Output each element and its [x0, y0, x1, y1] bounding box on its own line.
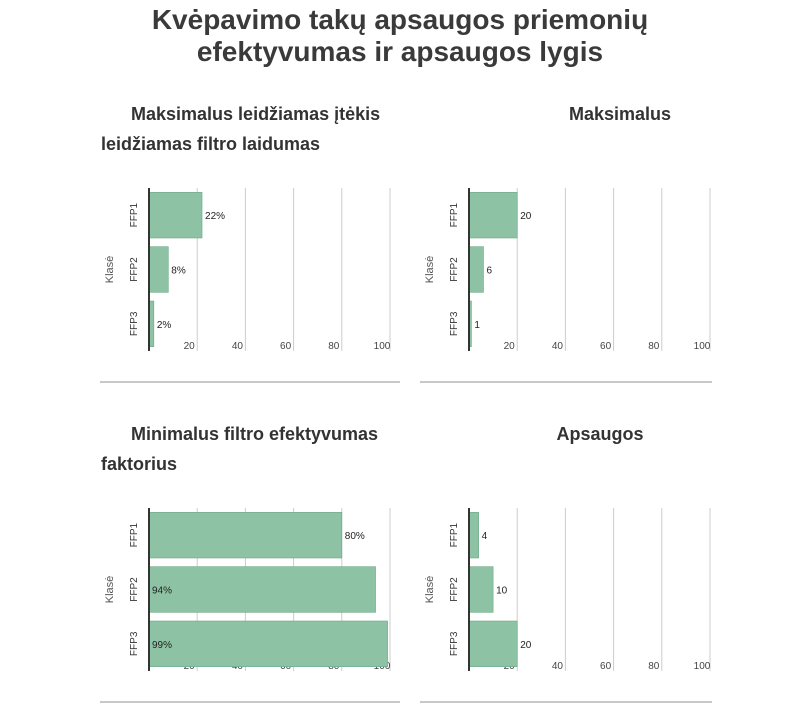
page-title-line-1: Kvėpavimo takų apsaugos priemonių: [151, 4, 649, 35]
category-label: FFP3: [449, 631, 460, 656]
x-tick-label: 80: [328, 341, 340, 352]
divider-right-top: [420, 381, 712, 383]
chart-3-title-line-1: Minimalus filtro efektyvumas: [131, 424, 379, 444]
data-label: 99%: [152, 640, 172, 651]
category-label: FFP1: [129, 203, 140, 228]
x-tick-label: 60: [280, 341, 292, 352]
bar-ffp2: [468, 566, 494, 613]
data-label: 4: [482, 531, 488, 542]
x-tick-label: 20: [504, 341, 516, 352]
bar-ffp1: [468, 192, 518, 239]
x-tick-label: 60: [600, 341, 612, 352]
divider-right-bottom: [420, 701, 712, 703]
y-axis-label: Klasė: [424, 256, 436, 284]
chart-1-title: Maksimalus leidžiamas įtėkis leidžiamas …: [101, 99, 421, 159]
category-label: FFP2: [449, 257, 460, 282]
category-label: FFP1: [449, 523, 460, 548]
bar-ffp1: [148, 512, 343, 559]
divider-left-bottom: [100, 701, 400, 703]
category-label: FFP2: [129, 257, 140, 282]
x-tick-label: 100: [694, 661, 711, 672]
y-axis-label: Klasė: [104, 256, 116, 284]
data-label: 94%: [152, 586, 172, 597]
data-label: 20: [520, 640, 532, 651]
chart-1-max-leakage: Klasė 20 40 60 80 100 FFP1 22% FFP2 8% FFP3 2%: [104, 188, 391, 352]
category-label: FFP1: [129, 523, 140, 548]
bar-ffp2: [148, 246, 169, 293]
category-label: FFP2: [129, 577, 140, 602]
x-tick-label: 40: [552, 341, 564, 352]
page-title-line-2: efektyvumas ir apsaugos lygis: [196, 36, 604, 67]
x-tick-label: 100: [374, 341, 391, 352]
bar-ffp3: [148, 620, 388, 667]
x-tick-label: 80: [648, 341, 660, 352]
bar-ffp2: [148, 566, 376, 613]
chart-2-title: Maksimalus: [520, 99, 720, 129]
data-label: 2%: [157, 320, 172, 331]
bar-ffp1: [468, 512, 479, 559]
chart-2-title-line-1: Maksimalus: [568, 104, 672, 124]
x-tick-label: 40: [552, 661, 564, 672]
chart-4-title: Apsaugos: [500, 419, 700, 449]
x-tick-label: 80: [648, 661, 660, 672]
chart-2-max: Klasė 20 40 60 80 100 FFP1 20 FFP2 6 FFP3 1: [424, 188, 711, 352]
category-label: FFP2: [449, 577, 460, 602]
bar-ffp1: [148, 192, 203, 239]
data-label: 1: [474, 320, 480, 331]
category-label: FFP3: [129, 311, 140, 336]
x-tick-label: 40: [232, 341, 244, 352]
category-label: FFP3: [449, 311, 460, 336]
chart-1-title-line-1: Maksimalus leidžiamas įtėkis: [131, 104, 381, 124]
y-axis-label: Klasė: [104, 576, 116, 604]
data-label: 8%: [171, 266, 186, 277]
chart-4-title-line-1: Apsaugos: [556, 424, 644, 444]
data-label: 6: [486, 266, 492, 277]
page-title: Kvėpavimo takų apsaugos priemonių efekty…: [0, 4, 800, 68]
x-tick-label: 60: [600, 661, 612, 672]
data-label: 10: [496, 586, 508, 597]
bar-ffp2: [468, 246, 484, 293]
chart-4-protection: Klasė20406080100FFP14FFP210FFP320: [424, 508, 711, 672]
data-label: 20: [520, 211, 532, 222]
divider-left-top: [100, 381, 400, 383]
data-label: 22%: [205, 211, 225, 222]
x-tick-label: 20: [184, 341, 196, 352]
chart-3-title-line-2: faktorius: [101, 454, 178, 474]
data-label: 80%: [345, 531, 365, 542]
y-axis-label: Klasė: [424, 576, 436, 604]
chart-3-title: Minimalus filtro efektyvumas faktorius: [101, 419, 421, 479]
x-tick-label: 100: [694, 341, 711, 352]
chart-1-title-line-2: leidžiamas filtro laidumas: [101, 134, 321, 154]
bar-ffp3: [468, 620, 518, 667]
category-label: FFP1: [449, 203, 460, 228]
category-label: FFP3: [129, 631, 140, 656]
